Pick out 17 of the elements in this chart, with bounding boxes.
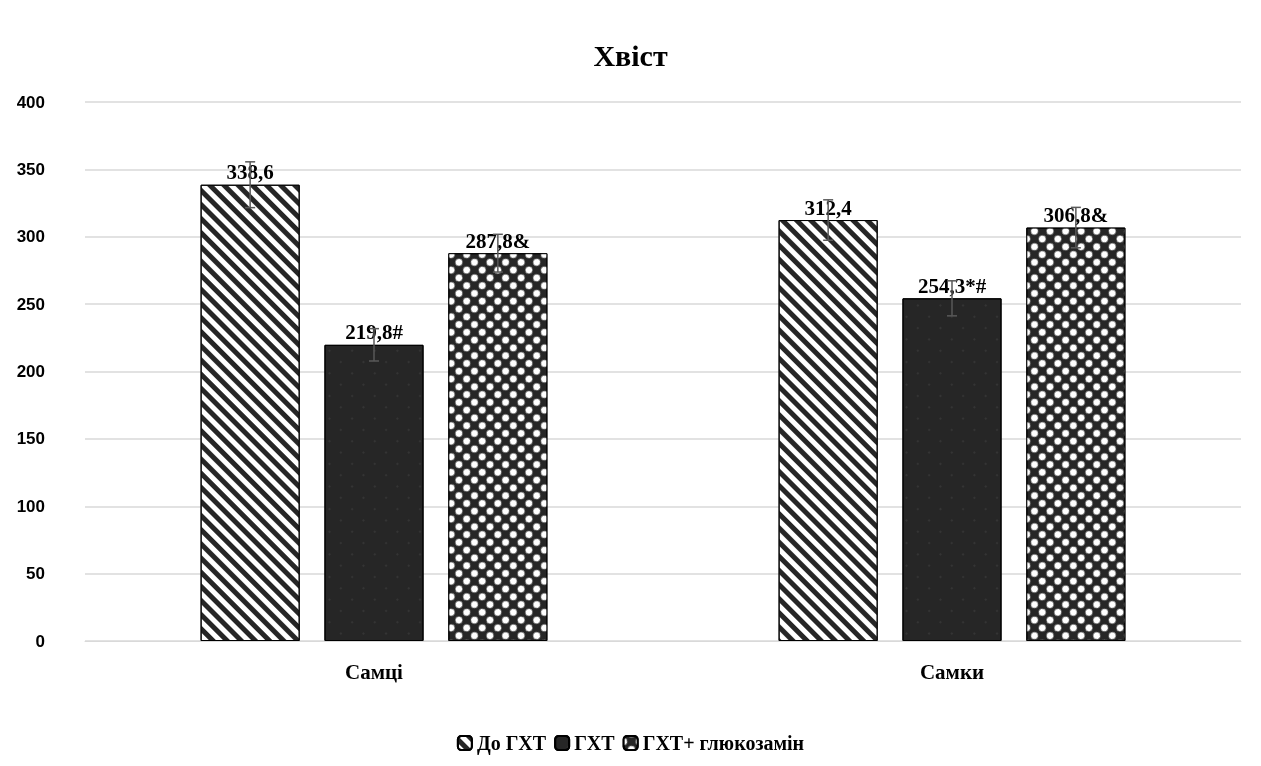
chart-title: Хвіст	[593, 38, 668, 72]
x-tick-label: Самці	[345, 659, 404, 684]
y-tick-label: 300	[16, 227, 45, 247]
y-tick-label: 50	[26, 564, 45, 584]
data-label: 254,3*#	[917, 273, 987, 298]
legend-label: ГХТ+ глюкозамін	[642, 732, 805, 754]
x-tick-label: Самки	[919, 659, 985, 684]
y-tick-label: 0	[35, 631, 45, 651]
y-tick-label: 350	[16, 159, 45, 179]
y-tick-label: 200	[16, 362, 45, 381]
y-tick-label: 250	[16, 294, 45, 314]
y-tick-label: 400	[16, 92, 45, 112]
y-tick-label: 100	[16, 496, 45, 516]
legend-label: До ГХТ	[476, 732, 547, 755]
data-label: 219,8#	[345, 320, 404, 345]
y-tick-label: 150	[16, 429, 45, 449]
legend-label: ГХТ	[574, 732, 616, 754]
